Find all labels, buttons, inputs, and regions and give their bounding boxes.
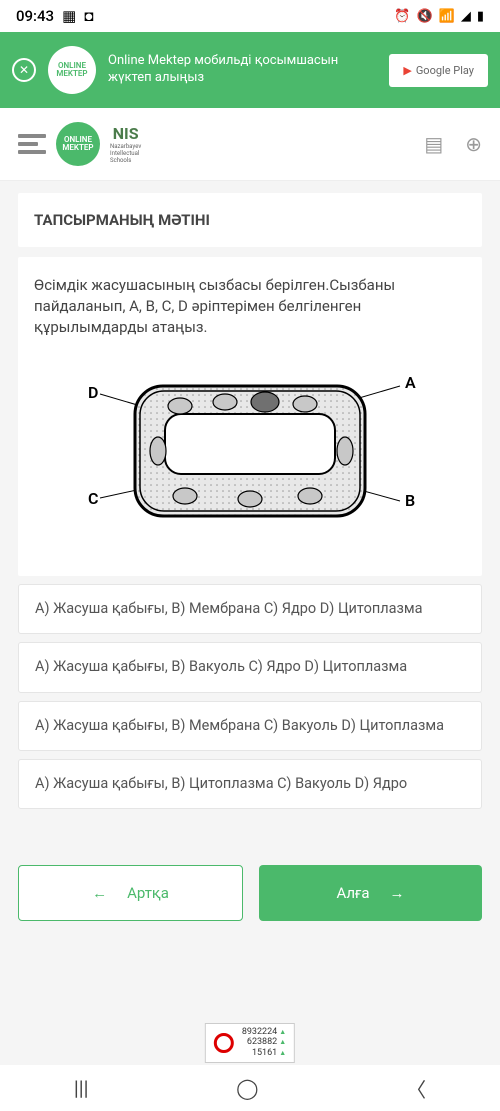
close-icon[interactable]: ✕	[12, 58, 36, 82]
cell-diagram: D C A B	[40, 356, 460, 546]
task-text: Өсімдік жасушасының сызбасы берілген.Сыз…	[34, 275, 466, 338]
counter-n1: 8932224	[242, 1027, 286, 1038]
counter-n2: 623882	[242, 1037, 286, 1048]
signal-icon: ◢	[461, 9, 471, 24]
status-time: 09:43	[16, 7, 54, 25]
status-icon: ◘	[84, 7, 93, 25]
play-icon: ▶	[403, 64, 411, 77]
counter-numbers: 8932224 623882 15161	[242, 1027, 286, 1059]
nis-logo: NIS Nazarbayev Intellectual Schools	[110, 124, 141, 164]
logo-icon: ONLINE MEKTEP	[56, 122, 100, 166]
logo-icon: ONLINE MEKTEP	[48, 46, 96, 94]
arrow-right-icon: →	[390, 884, 405, 902]
task-body: Өсімдік жасушасының сызбасы берілген.Сыз…	[18, 257, 482, 576]
forward-label: Алға	[336, 884, 369, 902]
status-left: 09:43 ▦ ◘	[16, 7, 93, 25]
task-title: ТАПСЫРМАНЫҢ МӘТІНІ	[18, 193, 482, 247]
label-d: D	[88, 383, 98, 402]
arrow-left-icon: ←	[92, 884, 107, 902]
label-a: A	[405, 373, 416, 392]
globe-icon[interactable]: ⊕	[465, 132, 482, 156]
nav-buttons: ← Артқа Алға →	[18, 865, 482, 921]
content: ТАПСЫРМАНЫҢ МӘТІНІ Өсімдік жасушасының с…	[0, 193, 500, 921]
list-icon[interactable]: ▤	[424, 132, 443, 156]
status-right: ⏰ 🔇 📶 ◢ ▮	[394, 9, 484, 24]
forward-button[interactable]: Алға →	[259, 865, 482, 921]
mute-icon: 🔇	[416, 9, 432, 24]
banner-text: Online Mektep мобильді қосымшасын жүктеп…	[108, 53, 377, 87]
status-bar: 09:43 ▦ ◘ ⏰ 🔇 📶 ◢ ▮	[0, 0, 500, 32]
answer-option[interactable]: А) Жасуша қабығы, В) Мембрана С) Вакуоль…	[18, 701, 482, 751]
nis-subtitle: Nazarbayev Intellectual Schools	[110, 143, 141, 164]
battery-icon: ▮	[477, 9, 484, 24]
nis-title: NIS	[113, 124, 139, 143]
android-nav-bar: ||| ◯ 〈	[0, 1065, 500, 1111]
wifi-icon: 📶	[439, 9, 455, 24]
recents-button[interactable]: |||	[74, 1076, 89, 1100]
play-label: Google Play	[416, 64, 474, 77]
answer-option[interactable]: А) Жасуша қабығы, В) Мембрана С) Ядро D)…	[18, 584, 482, 634]
home-button[interactable]: ◯	[236, 1076, 258, 1100]
label-c: C	[88, 489, 98, 508]
counter-icon	[214, 1033, 234, 1053]
topbar: ONLINE MEKTEP NIS Nazarbayev Intellectua…	[0, 108, 500, 181]
app-promo-banner: ✕ ONLINE MEKTEP Online Mektep мобильді қ…	[0, 32, 500, 108]
counter-n3: 15161	[242, 1048, 286, 1059]
back-label: Артқа	[127, 884, 169, 902]
google-play-button[interactable]: ▶ Google Play	[389, 54, 488, 87]
alarm-icon: ⏰	[394, 9, 410, 24]
status-icon: ▦	[62, 7, 76, 25]
topbar-right: ▤ ⊕	[424, 132, 482, 156]
visitor-counter: 8932224 623882 15161	[205, 1023, 295, 1063]
topbar-left: ONLINE MEKTEP NIS Nazarbayev Intellectua…	[18, 122, 141, 166]
label-b: B	[405, 491, 415, 510]
menu-icon[interactable]	[18, 134, 46, 154]
back-button[interactable]: 〈	[406, 1074, 426, 1103]
answer-option[interactable]: А) Жасуша қабығы, В) Вакуоль С) Ядро D) …	[18, 642, 482, 692]
answer-option[interactable]: А) Жасуша қабығы, В) Цитоплазма С) Вакуо…	[18, 759, 482, 809]
back-button[interactable]: ← Артқа	[18, 865, 243, 921]
